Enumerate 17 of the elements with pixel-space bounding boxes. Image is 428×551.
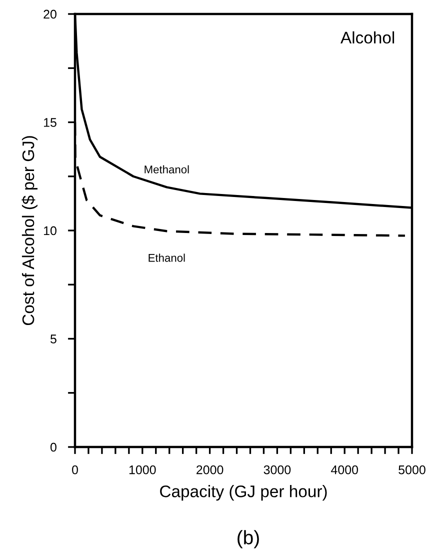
y-tick-label: 5 bbox=[50, 334, 56, 344]
x-tick-label: 1000 bbox=[129, 465, 156, 474]
y-tick-label: 0 bbox=[50, 442, 56, 452]
y-tick-label: 10 bbox=[44, 226, 56, 236]
y-tick-label: 15 bbox=[44, 118, 56, 127]
x-tick-label: 5000 bbox=[398, 465, 426, 474]
y-tick-label: 20 bbox=[44, 10, 56, 19]
x-tick-label: 0 bbox=[72, 465, 78, 474]
text: (b) bbox=[238, 530, 259, 548]
y-axis-title: Cost of Alcohol ($ per GJ) bbox=[22, 136, 38, 326]
x-tick-label: 3000 bbox=[264, 465, 291, 474]
x-axis-title: Capacity (GJ per hour) bbox=[160, 485, 327, 501]
x-tick-label: 2000 bbox=[196, 465, 224, 474]
series-label: Ethanol bbox=[148, 254, 185, 262]
series-label: Methanol bbox=[144, 165, 189, 174]
x-tick-label: 4000 bbox=[330, 465, 358, 474]
text: Alcohol bbox=[340, 31, 394, 44]
